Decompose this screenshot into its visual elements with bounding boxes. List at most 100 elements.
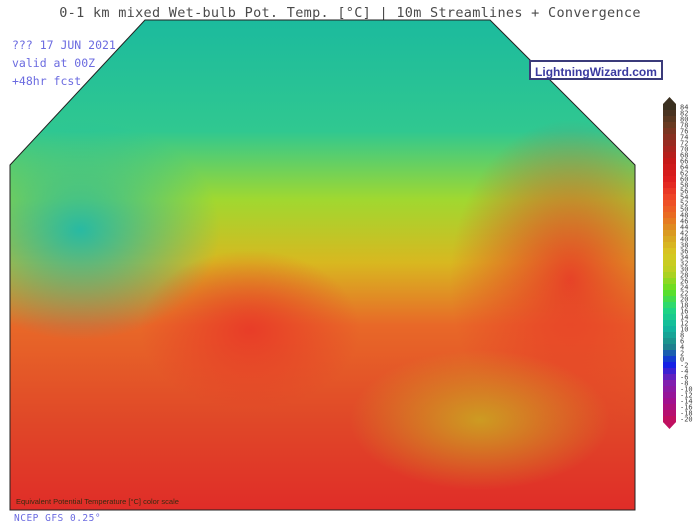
- colorbar-label: 58: [680, 182, 688, 190]
- colorbar-label: 48: [680, 212, 688, 220]
- colorbar-swatch: [663, 236, 676, 243]
- colorbar-label: -20: [680, 416, 693, 424]
- colorbar-swatch: [663, 332, 676, 339]
- colorbar-swatch: [663, 170, 676, 177]
- colorbar-label: -12: [680, 392, 693, 400]
- colorbar-swatch: [663, 182, 676, 189]
- colorbar-swatch: [663, 242, 676, 249]
- atlantic-cool-region: [10, 120, 220, 340]
- colorbar-label: 68: [680, 152, 688, 160]
- colorbar-swatch: [663, 104, 676, 111]
- colorbar-label: -4: [680, 368, 688, 376]
- colorbar-swatch: [663, 194, 676, 201]
- colorbar-label: 16: [680, 308, 688, 316]
- colorbar-swatch: [663, 296, 676, 303]
- colorbar-swatch: [663, 416, 676, 423]
- run-date: ??? 17 JUN 2021: [12, 38, 116, 52]
- colorbar-label: 14: [680, 314, 688, 322]
- colorbar-label: 54: [680, 194, 688, 202]
- colorbar-swatch: [663, 374, 676, 381]
- colorbar-label: 76: [680, 128, 688, 136]
- colorbar-swatch: [663, 200, 676, 207]
- colorbar-label: 42: [680, 230, 688, 238]
- colorbar-swatch: [663, 350, 676, 357]
- colorbar-label: -18: [680, 410, 693, 418]
- colorbar-swatch: [663, 308, 676, 315]
- colorbar-label: 10: [680, 326, 688, 334]
- colorbar-swatch: [663, 344, 676, 351]
- colorbar-swatch: [663, 266, 676, 273]
- colorbar-label: 72: [680, 140, 688, 148]
- colorbar-label: 6: [680, 338, 684, 346]
- colorbar-swatch: [663, 218, 676, 225]
- colorbar-label: 50: [680, 206, 688, 214]
- colorbar-label: 18: [680, 302, 688, 310]
- colorbar-swatch: [663, 356, 676, 363]
- colorbar-label: -6: [680, 374, 688, 382]
- colorbar-swatch: [663, 188, 676, 195]
- colorbar-label: 2: [680, 350, 684, 358]
- colorbar-label: 8: [680, 332, 684, 340]
- colorbar-swatch: [663, 140, 676, 147]
- map-overlay-text: Equivalent Potential Temperature [°C] co…: [16, 497, 179, 506]
- colorbar-label: 64: [680, 164, 688, 172]
- colorbar-swatch: [663, 410, 676, 417]
- colorbar-top-arrow: [663, 97, 676, 104]
- colorbar-swatch: [663, 284, 676, 291]
- colorbar-label: 56: [680, 188, 688, 196]
- colorbar-swatch: [663, 302, 676, 309]
- colorbar-swatch: [663, 152, 676, 159]
- colorbar-label: 44: [680, 224, 688, 232]
- colorbar-swatch: [663, 398, 676, 405]
- colorbar-label: -2: [680, 362, 688, 370]
- colorbar-label: -10: [680, 386, 693, 394]
- colorbar-label: 24: [680, 284, 688, 292]
- colorbar-label: 26: [680, 278, 688, 286]
- colorbar-swatch: [663, 122, 676, 129]
- forecast-hour: +48hr fcst: [12, 74, 82, 88]
- colorbar-label: 40: [680, 236, 688, 244]
- colorbar-label: 30: [680, 266, 688, 274]
- model-credit: NCEP GFS 0.25°: [14, 513, 102, 524]
- colorbar-swatch: [663, 272, 676, 279]
- colorbar-label: 32: [680, 260, 688, 268]
- colorbar-label: 22: [680, 290, 688, 298]
- colorbar-label: 84: [680, 104, 688, 112]
- colorbar-swatch: [663, 260, 676, 267]
- colorbar-swatch: [663, 164, 676, 171]
- colorbar-swatch: [663, 212, 676, 219]
- colorbar-swatch: [663, 128, 676, 135]
- colorbar-label: 80: [680, 116, 688, 124]
- colorbar-label: 78: [680, 122, 688, 130]
- balkan-region: [350, 350, 610, 490]
- colorbar-label: 62: [680, 170, 688, 178]
- colorbar-label: 0: [680, 356, 684, 364]
- colorbar-swatch: [663, 116, 676, 123]
- colorbar-label: 70: [680, 146, 688, 154]
- lightningwizard-logo[interactable]: LightningWizard.com: [529, 60, 663, 80]
- colorbar-label: 28: [680, 272, 688, 280]
- colorbar-label: 4: [680, 344, 684, 352]
- valid-time: valid at 00Z: [12, 56, 96, 70]
- colorbar-label: 52: [680, 200, 688, 208]
- colorbar-swatch: [663, 110, 676, 117]
- colorbar-swatch: [663, 404, 676, 411]
- colorbar-swatch: [663, 290, 676, 297]
- colorbar-swatch: [663, 134, 676, 141]
- colorbar-label: 60: [680, 176, 688, 184]
- colorbar-label: -14: [680, 398, 693, 406]
- colorbar-label: 82: [680, 110, 688, 118]
- colorbar-label: 12: [680, 320, 688, 328]
- colorbar-swatch: [663, 230, 676, 237]
- colorbar-swatch: [663, 254, 676, 261]
- colorbar-bottom-arrow: [663, 422, 676, 429]
- colorbar-swatch: [663, 380, 676, 387]
- colorbar-swatch: [663, 224, 676, 231]
- colorbar-swatch: [663, 386, 676, 393]
- map-border: [9, 19, 636, 511]
- colorbar: 8482807876747270686664626058565452504846…: [663, 97, 693, 429]
- central-warm-region: [140, 250, 360, 410]
- colorbar-label: 38: [680, 242, 688, 250]
- colorbar-swatch: [663, 392, 676, 399]
